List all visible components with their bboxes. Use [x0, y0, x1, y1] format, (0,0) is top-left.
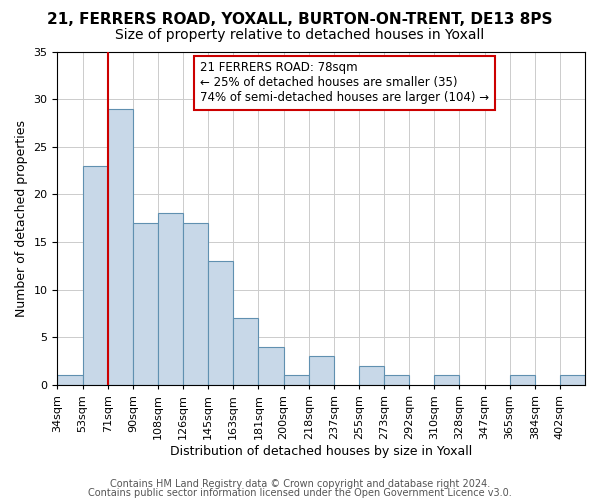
Bar	[208, 261, 233, 385]
Text: Contains public sector information licensed under the Open Government Licence v3: Contains public sector information licen…	[88, 488, 512, 498]
Bar	[308, 356, 334, 385]
Bar	[384, 376, 409, 385]
Bar	[158, 214, 183, 385]
Text: Contains HM Land Registry data © Crown copyright and database right 2024.: Contains HM Land Registry data © Crown c…	[110, 479, 490, 489]
Bar	[434, 376, 460, 385]
Bar	[259, 346, 284, 385]
Bar	[509, 376, 535, 385]
Bar	[107, 108, 133, 385]
Bar	[133, 223, 158, 385]
Bar	[83, 166, 107, 385]
Bar	[233, 318, 259, 385]
Text: Size of property relative to detached houses in Yoxall: Size of property relative to detached ho…	[115, 28, 485, 42]
Bar	[183, 223, 208, 385]
Bar	[284, 376, 308, 385]
Y-axis label: Number of detached properties: Number of detached properties	[15, 120, 28, 316]
Text: 21 FERRERS ROAD: 78sqm
← 25% of detached houses are smaller (35)
74% of semi-det: 21 FERRERS ROAD: 78sqm ← 25% of detached…	[200, 62, 489, 104]
Bar	[359, 366, 384, 385]
Bar	[58, 376, 83, 385]
Bar	[560, 376, 585, 385]
X-axis label: Distribution of detached houses by size in Yoxall: Distribution of detached houses by size …	[170, 444, 472, 458]
Text: 21, FERRERS ROAD, YOXALL, BURTON-ON-TRENT, DE13 8PS: 21, FERRERS ROAD, YOXALL, BURTON-ON-TREN…	[47, 12, 553, 28]
